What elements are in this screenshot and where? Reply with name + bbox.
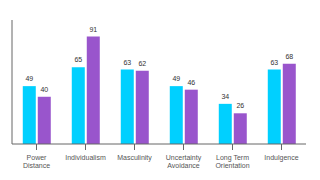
svg-text:68: 68 [285,53,293,60]
svg-text:PowerDistance: PowerDistance [23,154,50,169]
svg-text:49: 49 [25,75,33,82]
svg-text:91: 91 [89,26,97,33]
svg-text:UncertaintyAvoidance: UncertaintyAvoidance [166,154,202,169]
svg-text:Masculinity: Masculinity [117,154,152,162]
svg-text:Individualism: Individualism [65,154,106,161]
svg-text:49: 49 [172,75,180,82]
svg-text:Long TermOrientation: Long TermOrientation [215,154,249,169]
svg-text:63: 63 [123,59,131,66]
svg-text:63: 63 [270,59,278,66]
svg-text:Indulgence: Indulgence [264,154,298,162]
svg-text:46: 46 [187,79,195,86]
svg-text:40: 40 [40,86,48,93]
svg-text:62: 62 [138,60,146,67]
svg-text:34: 34 [221,93,229,100]
svg-text:65: 65 [74,56,82,63]
svg-text:26: 26 [236,102,244,109]
